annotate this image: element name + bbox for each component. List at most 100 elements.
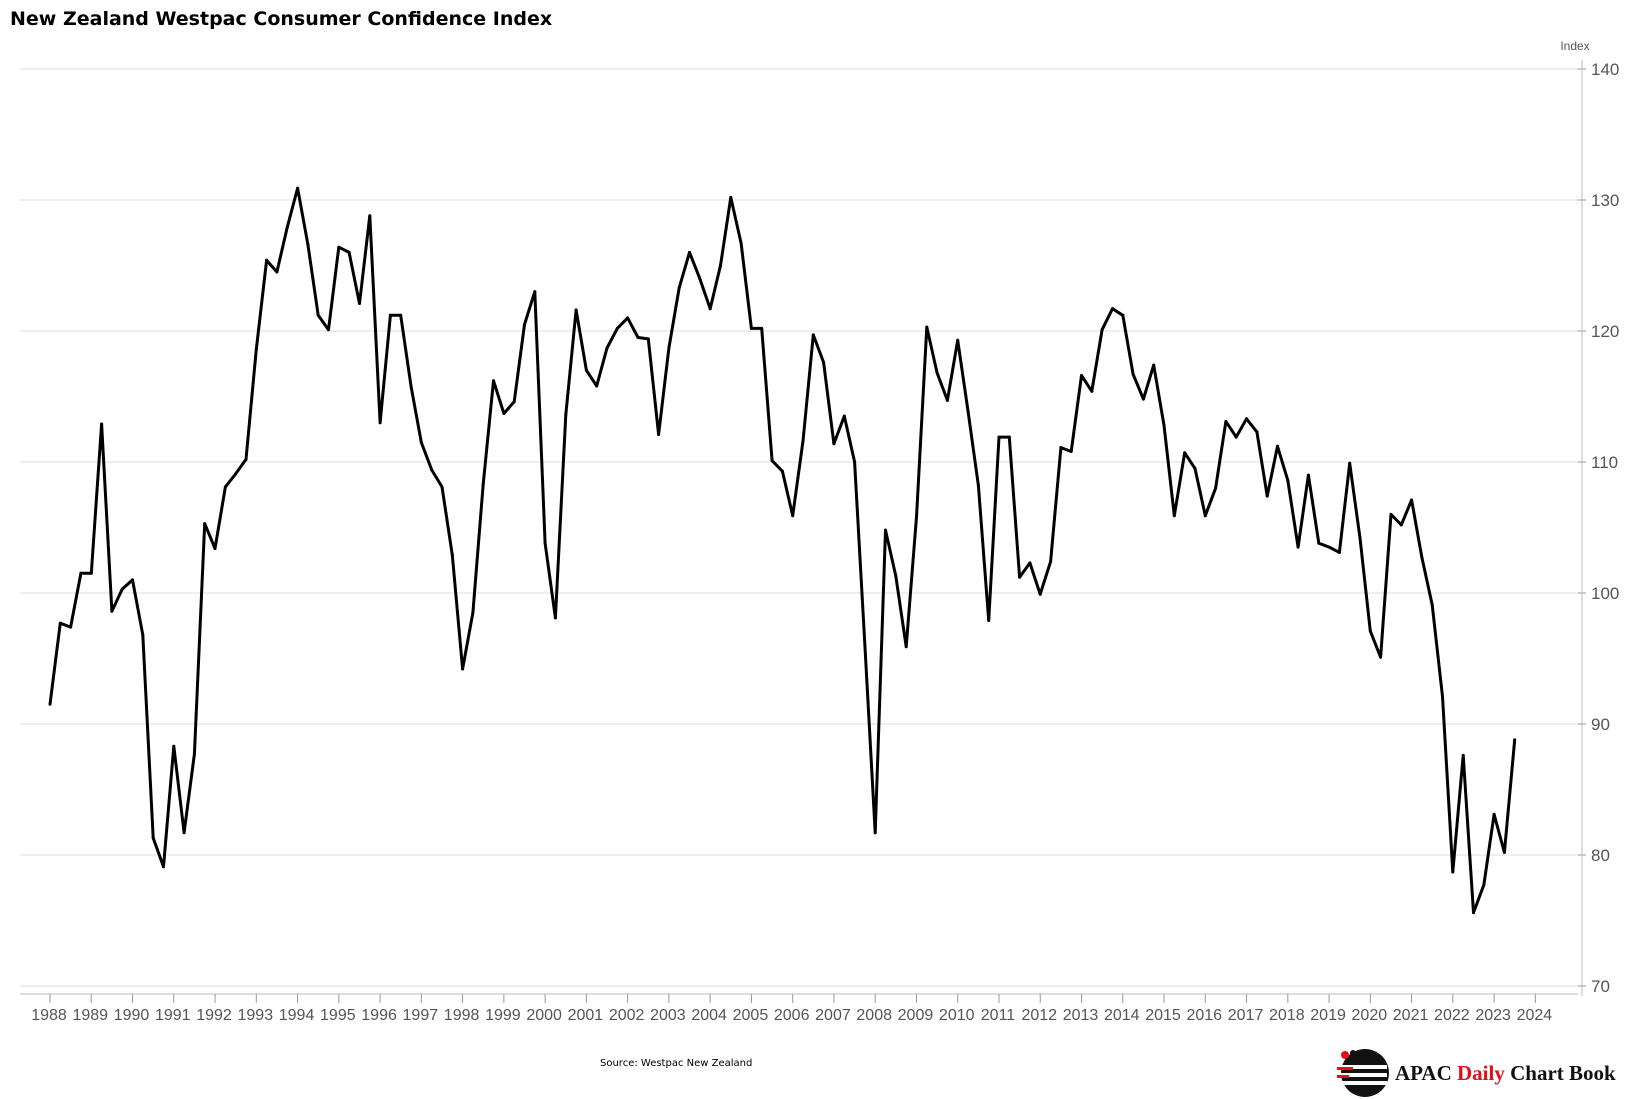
- data-point: [1028, 561, 1032, 565]
- data-point: [564, 413, 568, 417]
- data-point: [770, 459, 774, 463]
- data-point: [1482, 883, 1486, 887]
- data-point: [481, 482, 485, 486]
- x-tick-label: 2023: [1475, 1007, 1511, 1024]
- data-point: [1049, 560, 1053, 564]
- x-tick-label: 2021: [1393, 1007, 1429, 1024]
- y-tick-label: 140: [1591, 60, 1619, 79]
- data-point: [1245, 417, 1248, 421]
- x-tick-label: 1990: [114, 1007, 150, 1024]
- data-point: [1265, 494, 1269, 498]
- x-tick-label: 1998: [444, 1007, 480, 1024]
- data-point: [739, 241, 743, 245]
- data-point: [502, 412, 506, 415]
- data-point: [904, 645, 908, 649]
- data-point: [1472, 911, 1475, 915]
- x-tick-label: 1988: [31, 1007, 67, 1024]
- x-tick-label: 1994: [279, 1007, 315, 1024]
- data-point: [1203, 514, 1207, 518]
- data-point: [244, 457, 248, 461]
- data-point: [791, 514, 795, 518]
- data-point: [853, 460, 857, 464]
- data-point: [120, 587, 124, 591]
- data-point: [512, 400, 516, 404]
- data-point: [110, 609, 114, 613]
- data-point: [131, 578, 134, 582]
- data-point: [935, 371, 939, 375]
- x-axis-ticks: 1988 1989 1990 1991 1992 1993 1994 1995 1996 1997…: [31, 994, 1552, 1024]
- data-point: [1121, 313, 1125, 317]
- y-tick-label: 80: [1591, 846, 1610, 865]
- data-point: [873, 831, 877, 835]
- data-point: [368, 214, 372, 218]
- data-point: [203, 522, 207, 526]
- x-tick-label: 2020: [1352, 1007, 1388, 1024]
- x-tick-label: 2009: [898, 1007, 934, 1024]
- data-point: [58, 621, 62, 625]
- source-note: Source: Westpac New Zealand: [600, 1058, 753, 1069]
- data-point: [884, 528, 887, 532]
- data-point: [925, 325, 929, 329]
- data-point: [832, 442, 836, 446]
- data-point: [430, 468, 434, 472]
- data-point: [1348, 461, 1352, 465]
- data-point: [1420, 556, 1424, 560]
- data-point: [1007, 435, 1011, 439]
- data-point: [1255, 430, 1259, 434]
- data-point: [543, 541, 547, 545]
- data-point: [151, 836, 155, 840]
- data-point: [574, 308, 578, 312]
- data-point: [1038, 592, 1042, 596]
- data-point: [523, 323, 526, 326]
- data-point: [615, 326, 619, 330]
- data-point: [915, 515, 918, 519]
- x-tick-label: 2010: [939, 1007, 975, 1024]
- data-point: [1224, 419, 1228, 423]
- data-point: [966, 409, 970, 413]
- data-point: [182, 831, 186, 835]
- data-point: [378, 421, 382, 425]
- data-point: [450, 553, 454, 557]
- data-point: [1502, 850, 1506, 854]
- x-tick-label: 2000: [526, 1007, 562, 1024]
- data-point: [388, 313, 392, 317]
- x-tick-label: 2024: [1517, 1007, 1553, 1024]
- x-tick-label: 2013: [1063, 1007, 1099, 1024]
- data-point: [347, 250, 351, 254]
- x-tick-label: 2011: [981, 1007, 1016, 1024]
- data-point: [1193, 467, 1197, 470]
- data-point: [1337, 550, 1341, 554]
- data-point: [440, 485, 444, 489]
- y-axis-ticks: 70 80 90 100 110 120 130 140: [1578, 60, 1619, 996]
- apac-logo-icon: [1335, 1049, 1389, 1097]
- data-point: [234, 472, 238, 476]
- data-point: [1018, 575, 1022, 579]
- data-point: [863, 643, 867, 647]
- data-point: [358, 302, 361, 305]
- data-point: [192, 752, 196, 756]
- grid-lines: [20, 68, 1578, 987]
- data-point: [223, 485, 227, 489]
- data-point: [254, 347, 258, 351]
- data-point: [749, 326, 753, 330]
- data-point: [162, 865, 165, 869]
- x-tick-label: 2004: [691, 1007, 727, 1024]
- x-tick-label: 2005: [733, 1007, 769, 1024]
- y-tick-label: 130: [1591, 191, 1619, 210]
- data-point: [1461, 753, 1465, 757]
- x-tick-label: 2002: [609, 1007, 645, 1024]
- data-point: [976, 484, 980, 488]
- data-point: [997, 435, 1001, 439]
- data-point: [1430, 603, 1434, 607]
- data-point: [688, 250, 691, 254]
- data-point: [708, 307, 712, 311]
- data-point: [842, 414, 846, 418]
- x-tick-label: 2012: [1021, 1007, 1057, 1024]
- data-point: [461, 667, 465, 671]
- y-tick-label: 90: [1591, 715, 1610, 734]
- data-point: [605, 346, 609, 350]
- x-tick-label: 2022: [1434, 1007, 1470, 1024]
- data-point: [1214, 486, 1218, 490]
- y-axis-label: Index: [1560, 39, 1589, 53]
